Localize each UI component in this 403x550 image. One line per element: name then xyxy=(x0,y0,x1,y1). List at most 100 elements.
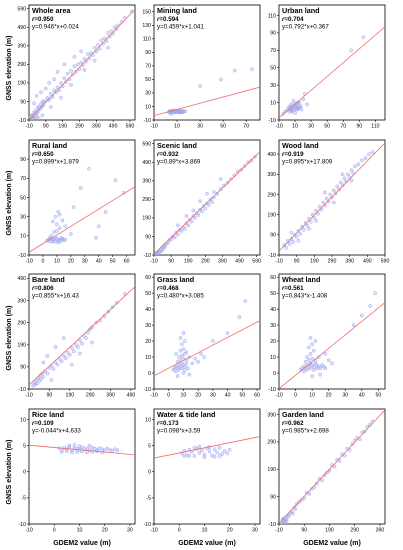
data-point xyxy=(217,445,222,450)
panel-5: -10 90 190 290 390 490 590 -10 90 190 290 390 490 Woo… xyxy=(267,139,389,265)
y-tick-label: 190 xyxy=(267,212,276,218)
y-tick-label: -10 xyxy=(19,118,27,124)
y-tick-label: 10 xyxy=(20,234,26,240)
data-point xyxy=(313,339,318,343)
r-symbol: r xyxy=(32,151,35,158)
y-tick-label: -10 xyxy=(19,387,27,393)
data-point xyxy=(218,177,223,181)
y-tick-label: 90 xyxy=(20,365,26,371)
fit-line xyxy=(29,9,135,120)
data-point xyxy=(338,180,343,185)
x-tick-label: 50 xyxy=(324,124,330,130)
x-tick-label: 30 xyxy=(127,528,133,534)
y-tick-label: -10 xyxy=(269,522,277,528)
data-point xyxy=(78,351,82,356)
data-point xyxy=(287,514,291,519)
data-point xyxy=(284,246,288,250)
y-axis-label-row4: GNSS elevation (m) xyxy=(6,440,13,505)
plot-frame xyxy=(153,4,261,121)
data-point xyxy=(80,341,84,346)
y-tick-label: -10 xyxy=(19,253,27,259)
x-tick-label: 0 xyxy=(42,259,45,265)
data-point xyxy=(82,56,87,61)
y-tick-label: -10 xyxy=(144,118,152,124)
x-tick-label: 490 xyxy=(127,393,136,399)
data-point xyxy=(349,168,354,173)
data-point xyxy=(85,450,89,455)
data-point xyxy=(174,352,178,356)
r-value: r=0.173 xyxy=(157,420,179,427)
data-point xyxy=(318,372,323,377)
x-tick-label: 20 xyxy=(195,393,201,399)
plot-frame xyxy=(278,273,386,390)
data-point xyxy=(39,377,44,381)
data-point xyxy=(305,355,310,359)
data-point xyxy=(200,448,204,453)
x-tick-label: 60 xyxy=(124,259,130,265)
r-value: r=0.704 xyxy=(282,16,304,23)
data-point xyxy=(64,80,68,84)
y-tick-label: 70 xyxy=(270,48,276,54)
y-tick-label: 290 xyxy=(267,192,276,198)
data-point xyxy=(225,331,230,335)
x-axis-label-col3: GDEM2 value (m) xyxy=(303,540,361,547)
r-symbol: r xyxy=(282,285,285,292)
data-point xyxy=(78,338,82,343)
data-point xyxy=(227,447,232,452)
r-value: r=0.109 xyxy=(32,420,54,427)
y-tick-label: 60 xyxy=(145,275,151,281)
data-point xyxy=(55,69,60,74)
data-point xyxy=(37,379,42,384)
data-point xyxy=(349,48,354,53)
data-point xyxy=(62,76,67,81)
data-point xyxy=(192,454,197,458)
data-point xyxy=(199,352,203,356)
data-point xyxy=(38,90,43,95)
data-point xyxy=(65,449,69,454)
panel-title: Garden land xyxy=(282,410,324,419)
data-point xyxy=(305,223,310,228)
data-point xyxy=(306,358,311,363)
regression-equation: y=0.459*x+1.041 xyxy=(157,24,204,31)
data-point xyxy=(311,364,316,369)
x-tick-label: 10 xyxy=(309,393,315,399)
y-tick-label: 50 xyxy=(270,66,276,72)
y-tick-label: 90 xyxy=(20,99,26,105)
x-tick-label: -10 xyxy=(275,259,283,265)
r-symbol: r xyxy=(157,420,160,427)
data-point xyxy=(69,362,74,367)
data-point xyxy=(315,366,319,371)
data-point xyxy=(229,177,233,181)
data-point xyxy=(45,353,50,358)
y-tick-label: 5 xyxy=(23,443,26,449)
data-point xyxy=(180,342,184,347)
y-tick-label: 70 xyxy=(20,176,26,182)
r-symbol: r xyxy=(32,16,35,23)
data-point xyxy=(308,366,313,371)
data-point xyxy=(351,323,356,327)
y-tick-label: 20 xyxy=(270,339,276,345)
data-point xyxy=(182,454,187,458)
r-number: =0.962 xyxy=(284,420,304,427)
x-tick-label: 190 xyxy=(58,124,67,130)
data-point xyxy=(308,352,313,356)
r-value: r=0.561 xyxy=(282,285,304,292)
data-point xyxy=(215,191,220,196)
data-point xyxy=(184,350,189,355)
y-tick-label: 290 xyxy=(17,320,26,326)
regression-equation: y=0.899*x+1.879 xyxy=(32,159,79,166)
x-axis-label-col1: GDEM2 value (m) xyxy=(53,540,111,547)
data-point xyxy=(84,336,88,340)
r-symbol: r xyxy=(157,16,160,23)
x-tick-label: 90 xyxy=(294,259,300,265)
data-point xyxy=(106,45,110,50)
y-tick-label: 0 xyxy=(23,470,26,476)
regression-equation: y=0.946*x+0.024 xyxy=(32,24,79,31)
data-point xyxy=(308,219,313,224)
x-tick-label: 190 xyxy=(65,393,74,399)
y-tick-label: 30 xyxy=(20,214,26,220)
r-symbol: r xyxy=(32,420,35,427)
data-point xyxy=(184,361,189,366)
data-point xyxy=(102,36,107,41)
